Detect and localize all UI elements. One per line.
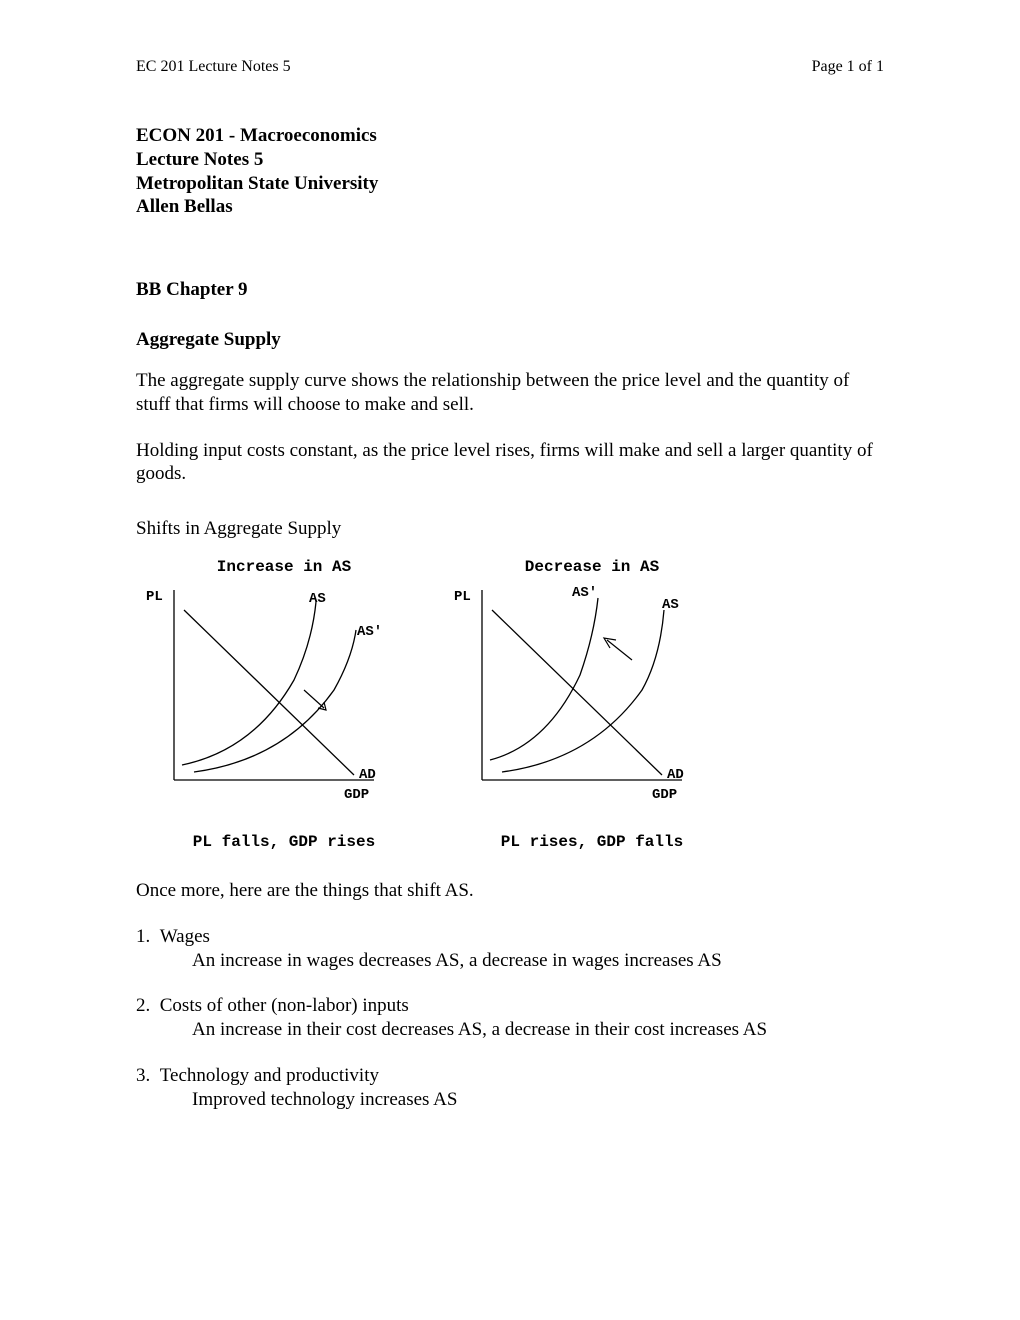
- page: EC 201 Lecture Notes 5 Page 1 of 1 ECON …: [0, 0, 1020, 1193]
- as-prime-curve: [490, 598, 598, 760]
- x-axis-label: GDP: [652, 787, 677, 803]
- paragraph-once-more: Once more, here are the things that shif…: [136, 879, 884, 903]
- ad-curve: [492, 610, 662, 775]
- ad-label: AD: [667, 767, 684, 783]
- chart-left-title: Increase in AS: [144, 558, 424, 576]
- shifts-heading: Shifts in Aggregate Supply: [136, 518, 884, 540]
- list-title-3: Technology and productivity: [160, 1065, 379, 1086]
- as-curve: [502, 610, 664, 772]
- header-left: EC 201 Lecture Notes 5: [136, 58, 291, 76]
- list-num-1: 1.: [136, 926, 150, 947]
- shift-arrow-line: [607, 640, 632, 660]
- chart-right-caption: PL rises, GDP falls: [452, 833, 732, 851]
- chart-left-caption: PL falls, GDP rises: [144, 833, 424, 851]
- title-line-1: ECON 201 - Macroeconomics: [136, 124, 884, 148]
- as-curve: [182, 602, 316, 765]
- title-block: ECON 201 - Macroeconomics Lecture Notes …: [136, 124, 884, 219]
- y-axis-label: PL: [146, 589, 163, 605]
- as-prime-label: AS': [572, 585, 597, 601]
- list-item-1: 1. Wages An increase in wages decreases …: [136, 925, 884, 973]
- ad-label: AD: [359, 767, 376, 783]
- shift-arrow-line: [304, 690, 324, 708]
- chart-increase-as: Increase in AS PL GDP AD AS AS': [144, 558, 424, 851]
- title-line-3: Metropolitan State University: [136, 172, 884, 196]
- x-axis-label: GDP: [344, 787, 369, 803]
- list-body-2: An increase in their cost decreases AS, …: [192, 1018, 884, 1042]
- ad-curve: [184, 610, 354, 775]
- chart-right-title: Decrease in AS: [452, 558, 732, 576]
- list-body-3: Improved technology increases AS: [192, 1088, 884, 1112]
- as-prime-curve: [194, 630, 356, 772]
- list-item-2: 2. Costs of other (non-labor) inputs An …: [136, 994, 884, 1042]
- page-header: EC 201 Lecture Notes 5 Page 1 of 1: [136, 58, 884, 76]
- as-prime-label: AS': [357, 624, 382, 640]
- header-right: Page 1 of 1: [812, 58, 884, 76]
- shift-factors-list: 1. Wages An increase in wages decreases …: [136, 925, 884, 1112]
- charts-row: Increase in AS PL GDP AD AS AS': [144, 558, 884, 851]
- list-num-2: 2.: [136, 995, 150, 1016]
- list-item-3: 3. Technology and productivity Improved …: [136, 1064, 884, 1112]
- topic-heading: Aggregate Supply: [136, 329, 884, 351]
- as-label: AS: [662, 597, 679, 613]
- title-line-2: Lecture Notes 5: [136, 148, 884, 172]
- list-num-3: 3.: [136, 1065, 150, 1086]
- as-label: AS: [309, 591, 326, 607]
- chart-decrease-as: Decrease in AS PL GDP AD AS AS': [452, 558, 732, 851]
- chapter-heading: BB Chapter 9: [136, 279, 884, 301]
- chart-left-svg: PL GDP AD AS AS': [144, 580, 404, 810]
- list-title-2: Costs of other (non-labor) inputs: [160, 995, 409, 1016]
- chart-right-svg: PL GDP AD AS AS': [452, 580, 712, 810]
- title-line-4: Allen Bellas: [136, 195, 884, 219]
- y-axis-label: PL: [454, 589, 471, 605]
- list-title-1: Wages: [160, 926, 210, 947]
- list-body-1: An increase in wages decreases AS, a dec…: [192, 949, 884, 973]
- paragraph-2: Holding input costs constant, as the pri…: [136, 439, 884, 487]
- paragraph-1: The aggregate supply curve shows the rel…: [136, 369, 884, 417]
